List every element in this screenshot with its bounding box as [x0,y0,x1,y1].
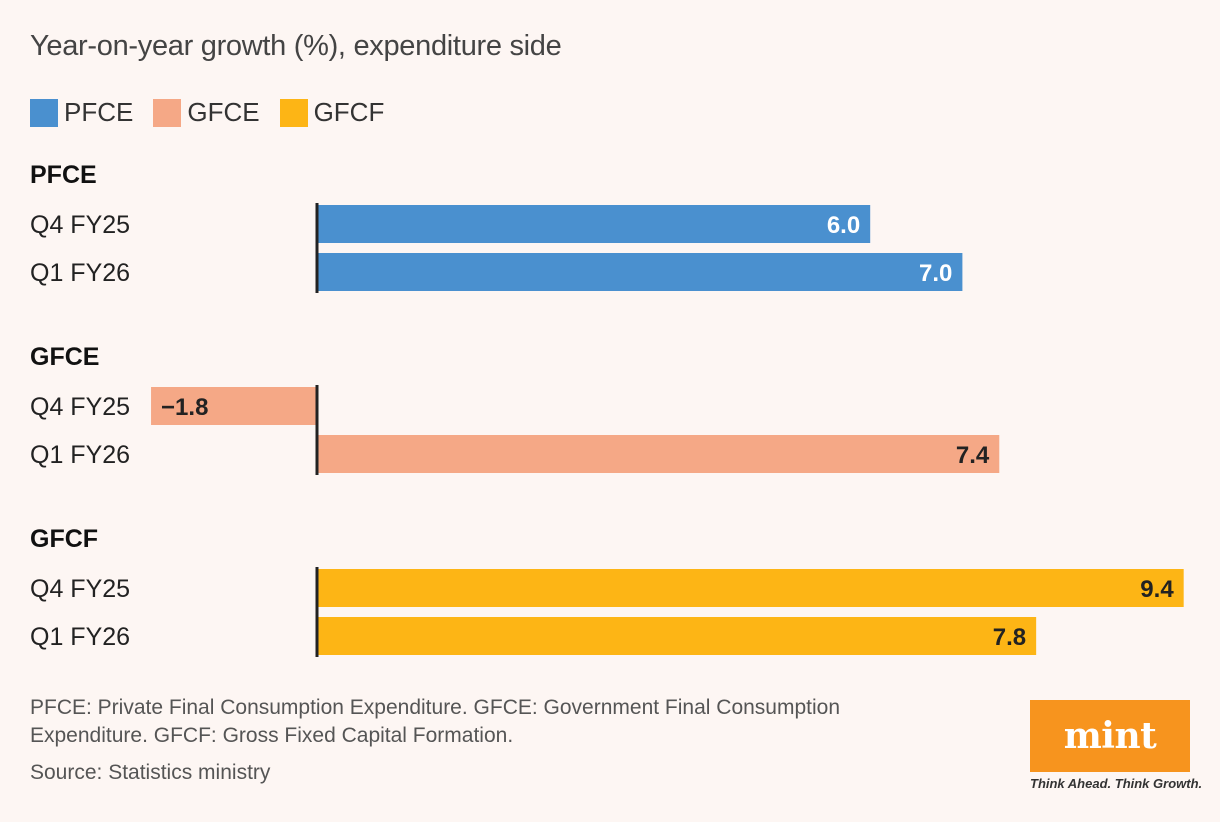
legend: PFCE GFCE GFCF [30,97,404,128]
category-label-pfce-q1-fy26: Q1 FY26 [30,259,130,287]
category-label-gfce-q1-fy26: Q1 FY26 [30,441,130,469]
legend-swatch-gfcf [279,98,308,127]
category-label-gfcf-q4-fy25: Q4 FY25 [30,575,130,603]
bar-gfce-q1-fy26 [317,435,1000,473]
group-label-pfce: PFCE [30,161,97,189]
data-label-gfcf-q1-fy26: 7.8 [993,624,1026,651]
legend-label-pfce: PFCE [64,97,134,127]
legend-label-gfce: GFCE [187,97,260,127]
legend-label-gfcf: GFCF [313,97,385,127]
data-label-gfce-q1-fy26: 7.4 [956,442,990,469]
chart-title: Year-on-year growth (%), expenditure sid… [30,30,562,62]
legend-swatch-pfce [30,98,58,127]
bar-gfce-q4-fy25 [151,387,317,425]
legend-item-gfce: GFCE [153,97,260,128]
footnote: PFCE: Private Final Consumption Expendit… [30,696,841,747]
bar-pfce-q1-fy26 [317,253,963,291]
group-label-gfce: GFCE [30,343,99,371]
logo-text: mint [1063,715,1157,757]
data-label-gfcf-q4-fy25: 9.4 [1140,576,1174,603]
legend-swatch-gfce [153,98,182,127]
bar-gfcf-q4-fy25 [317,569,1184,607]
category-label-gfce-q4-fy25: Q4 FY25 [30,393,130,421]
logo-tagline: Think Ahead. Think Growth. [1030,776,1203,791]
data-label-pfce-q4-fy25: 6.0 [827,212,860,239]
group-label-gfcf: GFCF [30,525,98,553]
category-label-gfcf-q1-fy26: Q1 FY26 [30,623,130,651]
bar-gfcf-q1-fy26 [317,617,1037,655]
source-note: Source: Statistics ministry [30,761,271,784]
legend-item-pfce: PFCE [30,97,133,128]
mint-logo: mint [1030,700,1190,772]
legend-item-gfcf: GFCF [279,97,385,128]
category-label-pfce-q4-fy25: Q4 FY25 [30,211,130,239]
data-label-pfce-q1-fy26: 7.0 [919,260,952,287]
bar-pfce-q4-fy25 [317,205,871,243]
data-label-gfce-q4-fy25: −1.8 [161,394,208,421]
